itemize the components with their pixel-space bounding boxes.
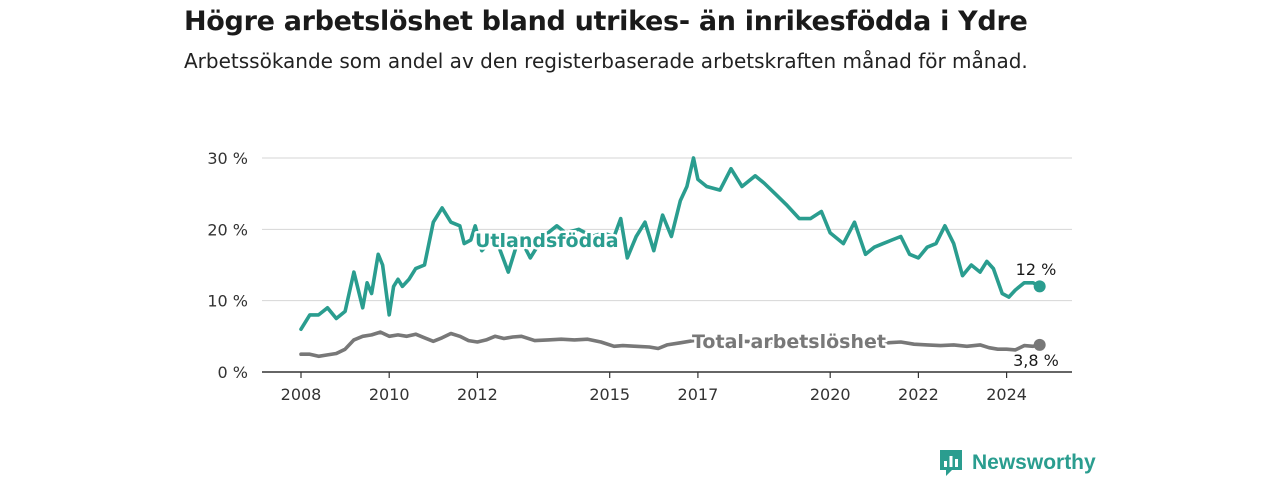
x-tick-label: 2022 <box>898 385 939 404</box>
chart-subtitle: Arbetssökande som andel av den registerb… <box>184 49 1028 73</box>
newsworthy-logo: Newsworthy <box>938 448 1096 478</box>
series-lines <box>299 156 1046 359</box>
y-axis-ticks: 0 % 10 % 20 % 30 % <box>207 149 248 382</box>
newsworthy-logo-icon <box>940 450 962 476</box>
x-tick-label: 2010 <box>369 385 410 404</box>
y-tick-label: 10 % <box>207 292 248 311</box>
x-tick-label: 2008 <box>281 385 322 404</box>
series-end-point-total-arbetsloshet <box>1033 338 1046 351</box>
brand-name: Newsworthy <box>972 451 1096 474</box>
x-tick-label: 2017 <box>678 385 719 404</box>
x-tick-label: 2015 <box>589 385 630 404</box>
x-tick-label: 2024 <box>986 385 1027 404</box>
y-tick-label: 20 % <box>207 220 248 239</box>
series-label-utlandsfodda: Utlandsfödda <box>475 230 619 252</box>
end-value-utlandsfodda: 12 % <box>1016 260 1057 279</box>
x-tick-label: 2020 <box>810 385 851 404</box>
y-tick-label: 0 % <box>218 363 248 382</box>
series-line-total-arbetsloshet <box>299 330 1042 359</box>
x-tick-label: 2012 <box>457 385 498 404</box>
series-label-total-arbetsloshet: Total arbetslöshet <box>692 331 886 353</box>
end-value-total-arbetsloshet: 3,8 % <box>1013 351 1059 370</box>
chart-title: Högre arbetslöshet bland utrikes- än inr… <box>184 6 1028 37</box>
series-line-utlandsfodda <box>299 156 1042 331</box>
series-labels: Utlandsfödda Total arbetslöshet 12 % 3,8 % <box>473 228 1062 373</box>
x-axis: 2008 2010 2012 2015 2017 2020 2022 2024 <box>281 372 1027 404</box>
y-tick-label: 30 % <box>207 149 248 168</box>
series-end-point-utlandsfodda <box>1033 280 1046 293</box>
